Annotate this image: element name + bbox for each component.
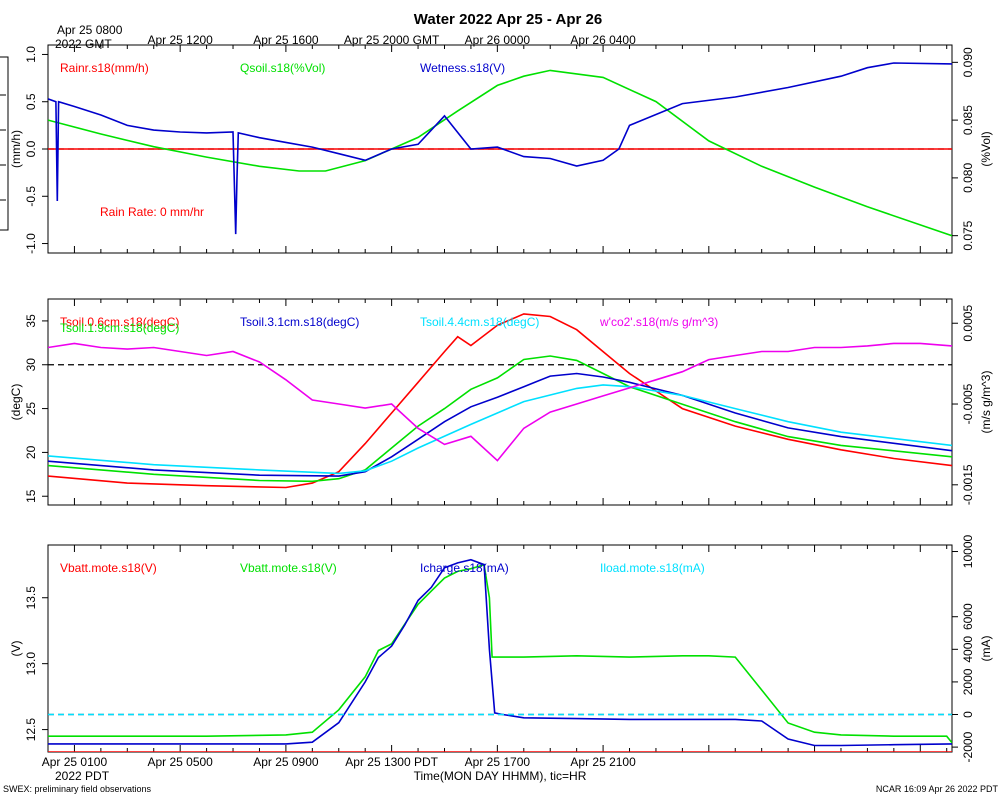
y-tick-label-right: 0.085 bbox=[961, 105, 975, 135]
pdt-tick-label: Apr 25 2100 bbox=[570, 755, 636, 769]
panel-3: 12.5 13.0 13.5 -2000 0 2000 4000 6000 10000 (V) (m… bbox=[9, 535, 993, 763]
series-line-1 bbox=[48, 313, 952, 489]
y-tick-label-left: 0.0 bbox=[24, 140, 38, 157]
pdt-year-label: 2022 PDT bbox=[55, 769, 110, 783]
rain-rate-annotation: Rain Rate: 0 mm/hr bbox=[100, 205, 204, 219]
series-line-5 bbox=[48, 342, 952, 462]
series-line-3 bbox=[48, 62, 952, 235]
legend-entry: w'co2'.s18(m/s g/m^3) bbox=[599, 315, 718, 329]
y-tick-label-right: 6000 bbox=[961, 603, 975, 630]
pdt-tick-label: Apr 25 0900 bbox=[253, 755, 319, 769]
legend-entry: Rainr.s18(mm/h) bbox=[60, 61, 149, 75]
y-tick-label-right: -2000 bbox=[961, 731, 975, 762]
y-axis-label-right: (mA) bbox=[979, 636, 993, 662]
gmt-tick-label: Apr 25 2000 GMT bbox=[344, 33, 440, 47]
y-tick-label-right: 4000 bbox=[961, 636, 975, 663]
series-line-3 bbox=[48, 372, 952, 477]
legend-entry: Wetness.s18(V) bbox=[420, 61, 505, 75]
gmt-start-line1: Apr 25 0800 bbox=[57, 23, 123, 37]
pdt-axis: Apr 25 0100 Apr 25 0500 Apr 25 0900 Apr 25 … bbox=[42, 755, 636, 769]
gmt-tick-label: Apr 25 1600 bbox=[253, 33, 319, 47]
y-axis-label-left: (degC) bbox=[9, 384, 23, 421]
y-tick-label-left: 35 bbox=[24, 314, 38, 328]
panel-frame bbox=[47, 544, 953, 753]
series-line-4 bbox=[48, 384, 952, 475]
y-tick-label-right: -0.0015 bbox=[961, 464, 975, 505]
y-tick-label-left: 0.5 bbox=[24, 93, 38, 110]
y-tick-label-left: 30 bbox=[24, 358, 38, 372]
pdt-tick-label: Apr 25 1700 bbox=[465, 755, 531, 769]
y-tick-label-right: 0.075 bbox=[961, 220, 975, 250]
y-tick-label-left: 13.0 bbox=[24, 652, 38, 676]
legend-entry: Tsoil.1.9cm.s18(degC) bbox=[60, 321, 179, 335]
y-tick-label-right: 2000 bbox=[961, 668, 975, 695]
y-tick-label-right: 0.080 bbox=[961, 163, 975, 193]
legend-entry: Tsoil.4.4cm.s18(degC) bbox=[420, 315, 539, 329]
panels: -1.0 -0.5 0.0 0.5 1.0 0.075 0.080 0.085 0.090 (mm… bbox=[9, 44, 993, 763]
pdt-tick-label: Apr 25 1300 PDT bbox=[345, 755, 438, 769]
y-tick-label-left: 25 bbox=[24, 402, 38, 416]
y-tick-label-right: 0.0005 bbox=[961, 305, 975, 342]
panel-2: 15 20 25 30 35 -0.0015 -0.0005 0.0005 (degC) (m/s… bbox=[9, 298, 993, 506]
y-axis-label-right: (m/s g/m^3) bbox=[979, 371, 993, 434]
panel-frame bbox=[47, 298, 953, 506]
y-tick-label-left: -0.5 bbox=[24, 186, 38, 207]
y-tick-label-right: -0.0005 bbox=[961, 383, 975, 424]
series-line-3 bbox=[48, 558, 952, 747]
gmt-tick-label: Apr 25 1200 bbox=[147, 33, 213, 47]
legend-entry: Tsoil.0.6cm.s18(degC) bbox=[60, 315, 179, 329]
legend-entry: Vbatt.mote.s18(V) bbox=[240, 561, 337, 575]
legend-entry: Tsoil.3.1cm.s18(degC) bbox=[240, 315, 359, 329]
panel-1: -1.0 -0.5 0.0 0.5 1.0 0.075 0.080 0.085 0.090 (mm… bbox=[9, 44, 993, 254]
y-tick-label-left: 13.5 bbox=[24, 586, 38, 610]
series-line-2 bbox=[48, 563, 952, 744]
series-line-2 bbox=[48, 69, 952, 237]
y-tick-label-right: 0 bbox=[961, 711, 975, 718]
y-axis-label-left: (V) bbox=[9, 641, 23, 657]
gmt-tick-label: Apr 26 0000 bbox=[465, 33, 531, 47]
y-tick-label-right: 0.090 bbox=[961, 47, 975, 77]
figure-title: Water 2022 Apr 25 - Apr 26 bbox=[414, 11, 602, 28]
y-tick-label-left: 1.0 bbox=[24, 46, 38, 63]
x-axis-label: Time(MON DAY HHMM), tic=HR bbox=[414, 769, 587, 783]
y-axis-label-right: (%Vol) bbox=[979, 131, 993, 166]
y-tick-label-right: 10000 bbox=[961, 535, 975, 569]
legend-entry: Icharge.s18(mA) bbox=[420, 561, 509, 575]
footer-note-left: SWEX: preliminary field observations bbox=[3, 784, 152, 794]
legend-entry: Qsoil.s18(%Vol) bbox=[240, 61, 325, 75]
y-tick-label-left: 20 bbox=[24, 445, 38, 459]
legend-entry: Iload.mote.s18(mA) bbox=[600, 561, 705, 575]
legend-entry: Vbatt.mote.s18(V) bbox=[60, 561, 157, 575]
y-tick-label-left: 12.5 bbox=[24, 718, 38, 742]
y-tick-label-left: 15 bbox=[24, 489, 38, 503]
footer-note-right: NCAR 16:09 Apr 26 2022 PDT bbox=[876, 784, 999, 794]
pdt-tick-label: Apr 25 0500 bbox=[147, 755, 213, 769]
y-axis-label-left: (mm/h) bbox=[9, 130, 23, 168]
gmt-start-line2: 2022 GMT bbox=[55, 37, 112, 51]
y-tick-label-left: -1.0 bbox=[24, 233, 38, 254]
gmt-tick-label: Apr 26 0400 bbox=[570, 33, 636, 47]
pdt-tick-label: Apr 25 0100 bbox=[42, 755, 108, 769]
left-edge-fragment bbox=[0, 56, 9, 231]
series-line-2 bbox=[48, 355, 952, 483]
